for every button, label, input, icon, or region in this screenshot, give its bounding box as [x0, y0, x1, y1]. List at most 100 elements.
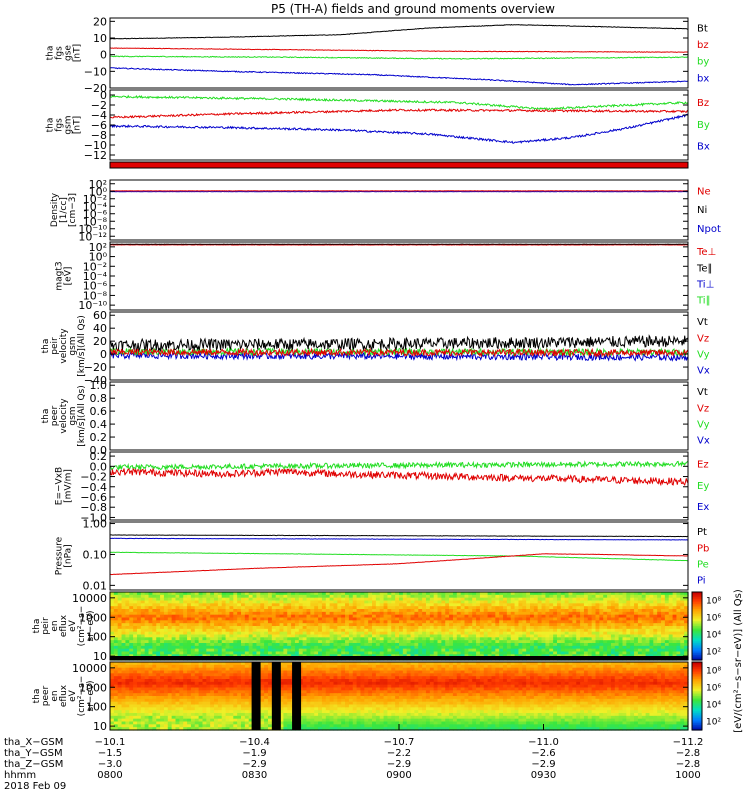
- spectrogram-cell: [275, 626, 281, 630]
- spectrogram-cell: [214, 651, 219, 655]
- spectrogram-cell: [499, 623, 504, 627]
- spectrogram-cell: [210, 681, 215, 686]
- spectrogram-cell: [587, 609, 593, 613]
- spectrogram-cell: [129, 707, 134, 711]
- spectrogram-cell: [214, 592, 219, 596]
- spectrogram-cell: [341, 594, 346, 599]
- spectrogram-cell: [445, 643, 450, 647]
- spectrogram-cell: [414, 651, 419, 655]
- spectrogram-cell: [298, 620, 304, 624]
- y-axis-label: Pressure: [55, 536, 65, 575]
- spectrogram-cell: [506, 614, 512, 619]
- spectrogram-cell: [607, 645, 612, 650]
- spectrogram-cell: [167, 600, 173, 604]
- spectrogram-cell: [241, 662, 246, 666]
- spectrogram-cell: [175, 718, 180, 723]
- spectrogram-cell: [156, 637, 161, 641]
- spectrogram-cell: [564, 640, 570, 644]
- spectrogram-cell: [260, 707, 265, 711]
- spectrogram-cell: [314, 594, 319, 599]
- spectrogram-cell: [144, 640, 150, 644]
- spectrogram-cell: [375, 611, 381, 616]
- spectrogram-cell: [217, 620, 223, 624]
- spectrogram-cell: [187, 643, 192, 647]
- spectrogram-cell: [175, 623, 180, 627]
- spectrogram-cell: [314, 637, 319, 641]
- spectrogram-cell: [387, 606, 392, 610]
- spectrogram-cell: [468, 628, 473, 633]
- spectrogram-cell: [244, 713, 250, 717]
- spectrogram-cell: [533, 631, 539, 636]
- spectrogram-cell: [387, 600, 392, 604]
- spectrogram-cell: [267, 696, 273, 700]
- spectrogram-cell: [248, 645, 254, 650]
- spectrogram-cell: [479, 603, 485, 607]
- spectrogram-cell: [425, 609, 431, 613]
- spectrogram-cell: [399, 611, 404, 616]
- spectrogram-cell: [129, 718, 134, 723]
- spectrogram-cell: [661, 634, 666, 638]
- spectrogram-cell: [441, 643, 446, 647]
- spectrogram-cell: [183, 696, 188, 700]
- spectrogram-cell: [221, 673, 227, 677]
- spectrogram-cell: [198, 684, 204, 689]
- spectrogram-cell: [244, 640, 250, 644]
- spectrogram-cell: [163, 687, 169, 691]
- spectrogram-cell: [121, 628, 127, 633]
- spectrogram-cell: [422, 606, 427, 610]
- spectrogram-cell: [522, 637, 527, 641]
- spectrogram-cell: [175, 662, 180, 666]
- spectrogram-cell: [433, 651, 439, 655]
- spectrogram-cell: [260, 698, 265, 703]
- spectrogram-cell: [634, 643, 639, 647]
- spectrogram-cell: [156, 721, 161, 725]
- spectrogram-cell: [664, 645, 670, 650]
- spectrogram-cell: [148, 594, 153, 599]
- spectrogram-cell: [429, 594, 435, 599]
- spectrogram-cell: [321, 648, 327, 653]
- spectrogram-cell: [148, 637, 153, 641]
- spectrogram-cell: [537, 614, 543, 619]
- spectrogram-cell: [348, 603, 354, 607]
- spectrogram-cell: [441, 637, 446, 641]
- y-axis-label: tha: [46, 46, 56, 61]
- spectrogram-cell: [210, 679, 215, 683]
- spectrogram-cell: [167, 628, 173, 633]
- spectrogram-cell: [418, 628, 423, 633]
- spectrogram-cell: [649, 600, 654, 604]
- spectrogram-cell: [179, 676, 184, 680]
- spectrogram-cell: [291, 631, 296, 636]
- spectrogram-cell: [140, 724, 146, 728]
- series-line-fgs-gse-1: [110, 47, 689, 53]
- spectrogram-cell: [429, 611, 435, 616]
- spectrogram-cell: [568, 603, 573, 607]
- spectrogram-cell: [163, 648, 169, 653]
- spectrogram-cell: [187, 611, 192, 616]
- spectrogram-cell: [483, 631, 489, 636]
- spectrogram-cell: [125, 721, 130, 725]
- spectrogram-cell: [179, 614, 184, 619]
- spectrogram-cell: [194, 713, 200, 717]
- spectrogram-cell: [275, 609, 281, 613]
- spectrogram-cell: [256, 594, 261, 599]
- spectrogram-cell: [121, 645, 127, 650]
- spectrogram-cell: [406, 592, 412, 596]
- spectrogram-cell: [283, 704, 288, 708]
- spectrogram-cell: [148, 693, 153, 697]
- spectrogram-cell: [391, 634, 396, 638]
- spectrogram-cell: [418, 611, 423, 616]
- spectrogram-cell: [676, 597, 681, 602]
- spectrogram-cell: [406, 626, 412, 630]
- spectrogram-cell: [318, 594, 323, 599]
- spectrogram-cell: [217, 640, 223, 644]
- spectrogram-cell: [556, 609, 562, 613]
- spectrogram-cell: [329, 634, 335, 638]
- spectrogram-cell: [136, 670, 142, 674]
- spectrogram-cell: [333, 611, 338, 616]
- spectrogram-cell: [526, 637, 531, 641]
- spectrogram-cell: [129, 611, 134, 616]
- spectrogram-cell: [256, 634, 261, 638]
- spectrogram-cell: [680, 643, 685, 647]
- spectrogram-cell: [271, 626, 277, 630]
- spectrogram-cell: [472, 640, 477, 644]
